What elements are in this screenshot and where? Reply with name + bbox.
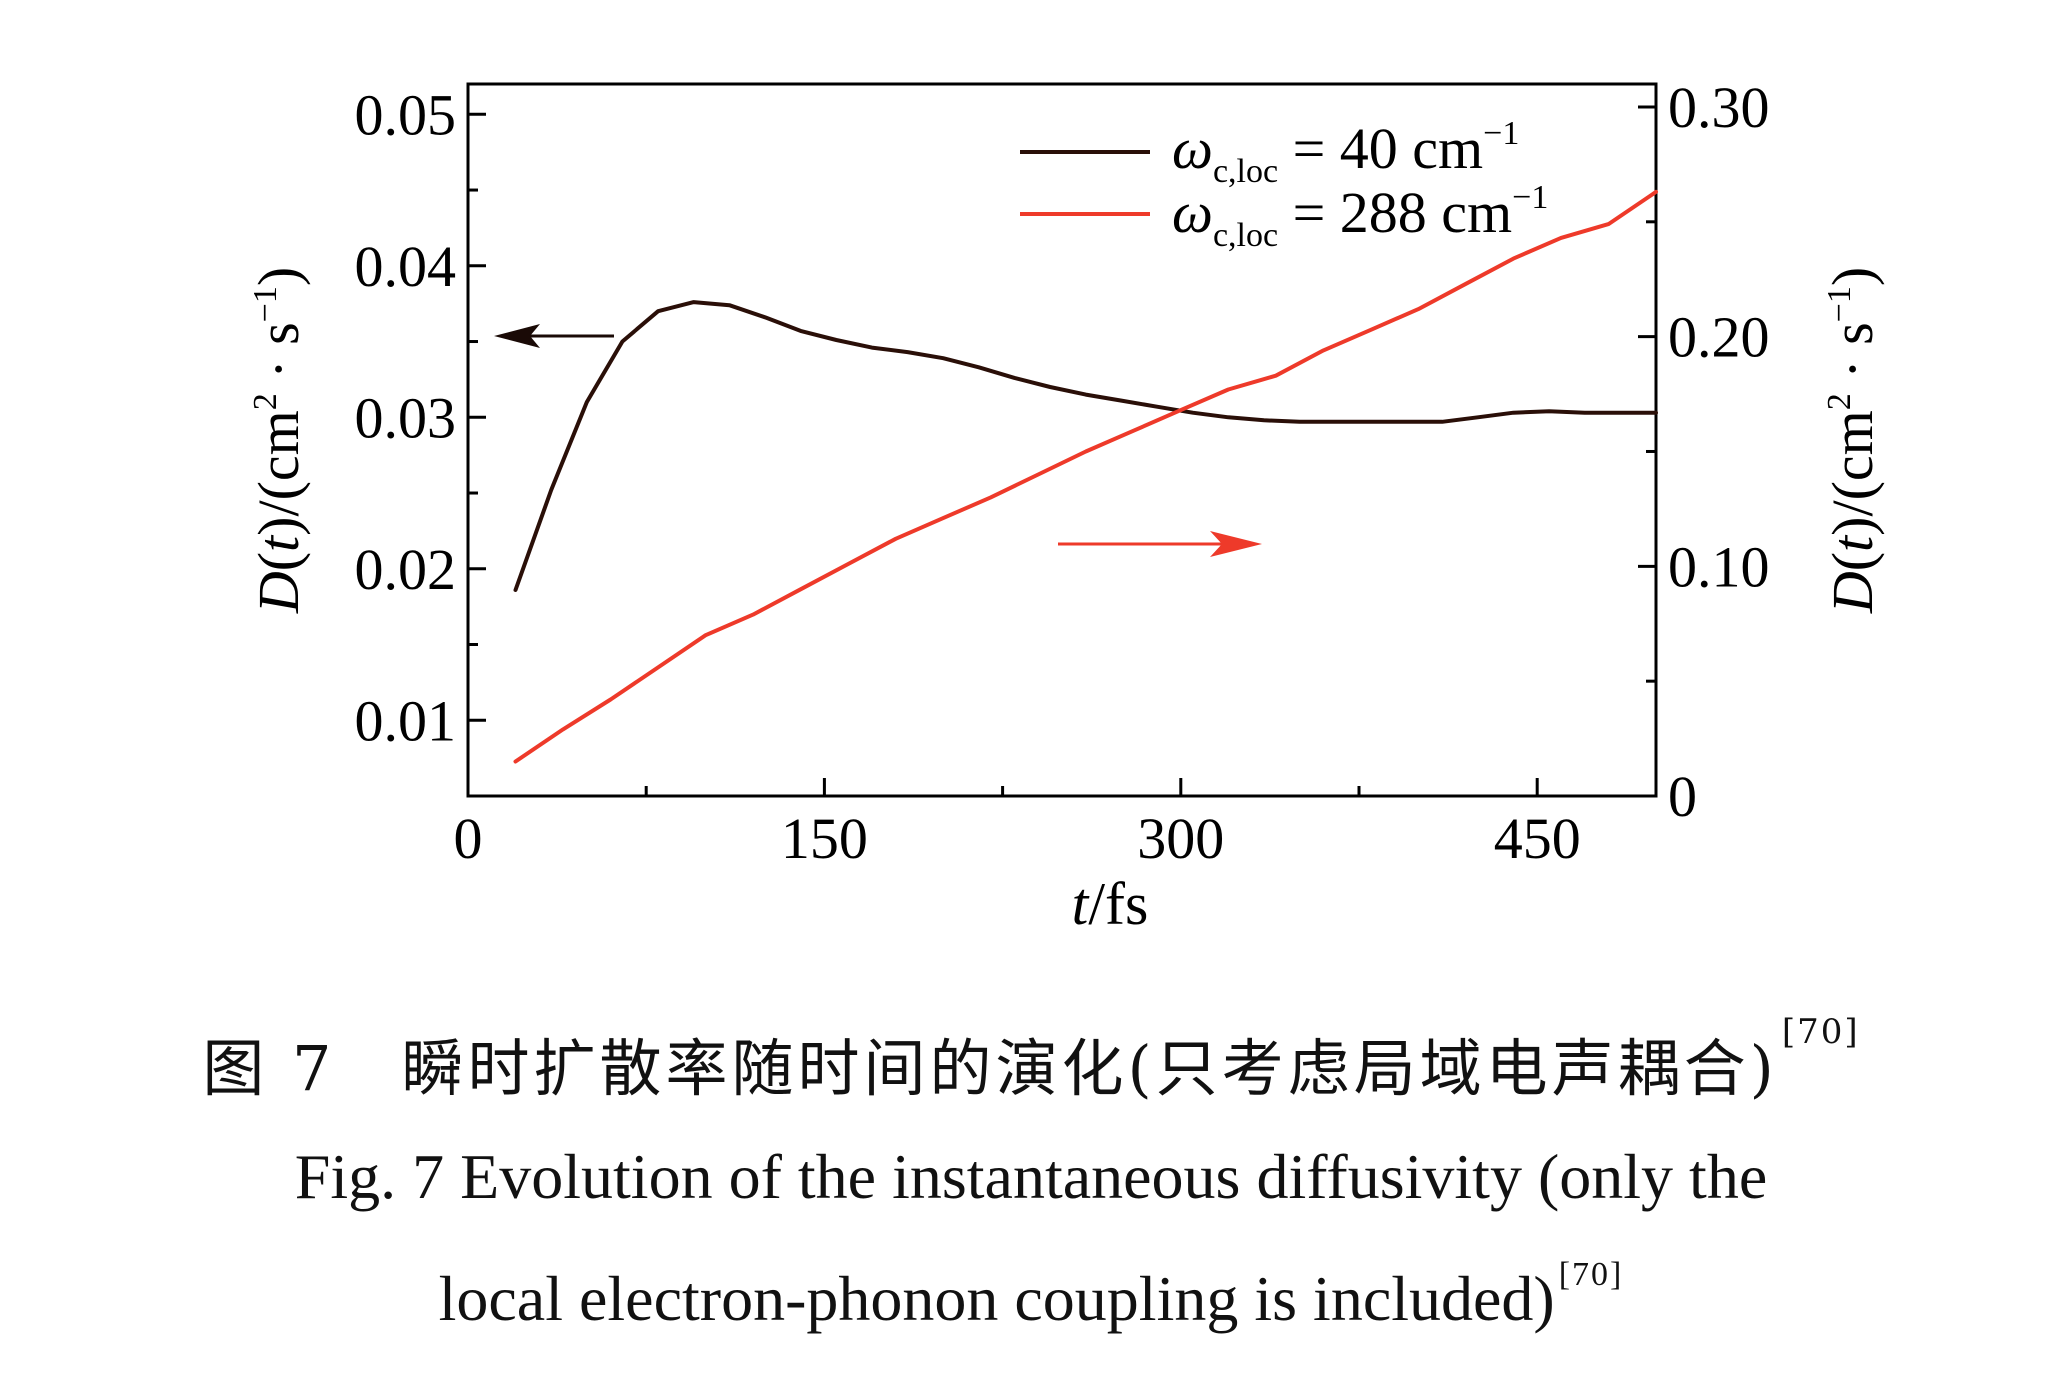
series-line-0 [513,300,1658,592]
caption-english-ref: [70] [1558,1256,1624,1293]
left-y-axis-ticks: 0.01 0.02 0.03 0.04 0.05 [355,82,486,753]
legend: ωc,loc = 40 cm−1 ωc,loc = 288 cm−1 [1020,115,1548,254]
x-tick-label: 300 [1137,806,1224,871]
right-y-tick-label: 0 [1668,764,1697,829]
x-tick-label: 150 [781,806,868,871]
left-y-tick-label: 0.02 [355,537,457,602]
right-y-tick-label: 0.30 [1668,75,1770,140]
series-line-1 [513,189,1658,764]
caption-english-line1: Fig. 7 Evolution of the instantaneous di… [294,1141,1768,1212]
caption-chinese-ref: [70] [1781,1012,1860,1052]
right-y-axis-label: D(t)/(cm2 · s−1) [1820,267,1885,614]
left-y-tick-label: 0.01 [355,688,457,753]
series-layer [513,189,1658,764]
x-axis-label: t/fs [1072,871,1149,937]
legend-label-40: ωc,loc = 40 cm−1 [1172,115,1519,190]
right-y-tick-label: 0.10 [1668,534,1770,599]
x-tick-label: 0 [454,806,483,871]
caption-english-line2-text: local electron-phonon coupling is includ… [438,1263,1555,1334]
x-tick-label: 450 [1494,806,1581,871]
left-y-tick-label: 0.04 [355,234,457,299]
right-axis-arrow [1058,531,1262,557]
right-y-axis-ticks: 0 0.10 0.20 0.30 [1638,75,1770,829]
left-y-tick-label: 0.03 [355,385,457,450]
caption-chinese-text: 图 7 瞬时扩散率随时间的演化(只考虑局域电声耦合) [202,1032,1778,1105]
left-axis-arrow [494,324,614,348]
left-y-tick-label: 0.05 [355,82,457,147]
caption-chinese: 图 7 瞬时扩散率随时间的演化(只考虑局域电声耦合) [70] [0,1012,2062,1108]
right-y-tick-label: 0.20 [1668,305,1770,370]
chart-figure: 0 150 300 450 0.01 0.02 0.03 0.04 0.05 0 0.10 0.2… [246,75,1885,937]
plot-frame [466,82,1658,798]
caption-english-line2: local electron-phonon coupling is includ… [0,1256,2062,1336]
left-y-axis-label: D(t)/(cm2 · s−1) [246,267,311,614]
x-axis-ticks: 0 150 300 450 [454,778,1581,871]
legend-label-288: ωc,loc = 288 cm−1 [1172,179,1548,254]
